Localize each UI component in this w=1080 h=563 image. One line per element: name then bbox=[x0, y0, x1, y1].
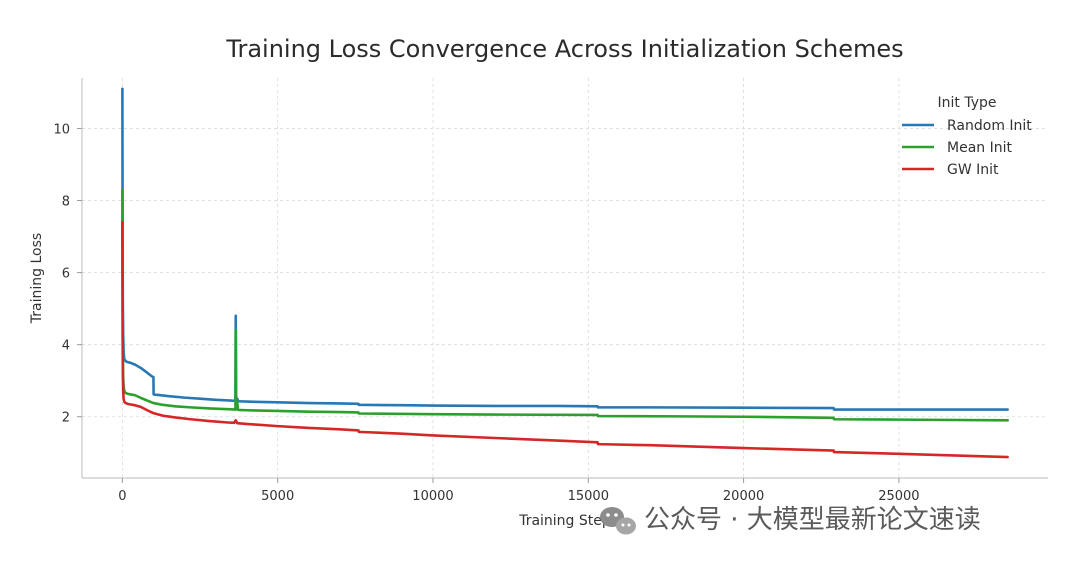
legend-label-random-init: Random Init bbox=[947, 118, 1032, 134]
series-lines bbox=[121, 87, 1009, 459]
x-tick-label: 0 bbox=[118, 489, 126, 504]
x-tick-label: 20000 bbox=[723, 489, 764, 504]
axis-ticks: 0 5000 10000 15000 20000 25000 2 4 6 8 10 bbox=[53, 122, 919, 504]
axes bbox=[81, 78, 1048, 479]
y-axis-label: Training Loss bbox=[29, 233, 45, 324]
x-axis-label: Training Step bbox=[518, 513, 611, 529]
y-tick-label: 2 bbox=[62, 411, 70, 426]
legend-label-gw-init: GW Init bbox=[947, 162, 999, 178]
y-tick-label: 8 bbox=[62, 195, 70, 210]
watermark: 公众号 · 大模型最新论文速读 bbox=[600, 505, 981, 535]
x-tick-label: 5000 bbox=[261, 489, 294, 504]
y-tick-label: 6 bbox=[62, 267, 70, 282]
x-tick-label: 15000 bbox=[568, 489, 609, 504]
x-tick-label: 10000 bbox=[412, 489, 453, 504]
x-tick-label: 25000 bbox=[878, 489, 919, 504]
gridlines bbox=[82, 78, 1048, 478]
series-line-gw-init bbox=[121, 220, 1009, 459]
y-tick-label: 10 bbox=[53, 122, 70, 137]
y-tick-label: 4 bbox=[62, 339, 70, 354]
legend-title: Init Type bbox=[938, 95, 997, 111]
series-line-mean-init bbox=[121, 188, 1009, 422]
legend-label-mean-init: Mean Init bbox=[947, 140, 1012, 156]
legend-entries: Random Init Mean Init GW Init bbox=[902, 118, 1032, 178]
wechat-icon bbox=[600, 507, 636, 535]
series-line-random-init bbox=[121, 87, 1009, 411]
chart-title: Training Loss Convergence Across Initial… bbox=[225, 35, 903, 63]
legend: Init Type Random Init Mean Init GW Init bbox=[902, 95, 1032, 178]
watermark-text: 公众号 · 大模型最新论文速读 bbox=[644, 505, 981, 535]
